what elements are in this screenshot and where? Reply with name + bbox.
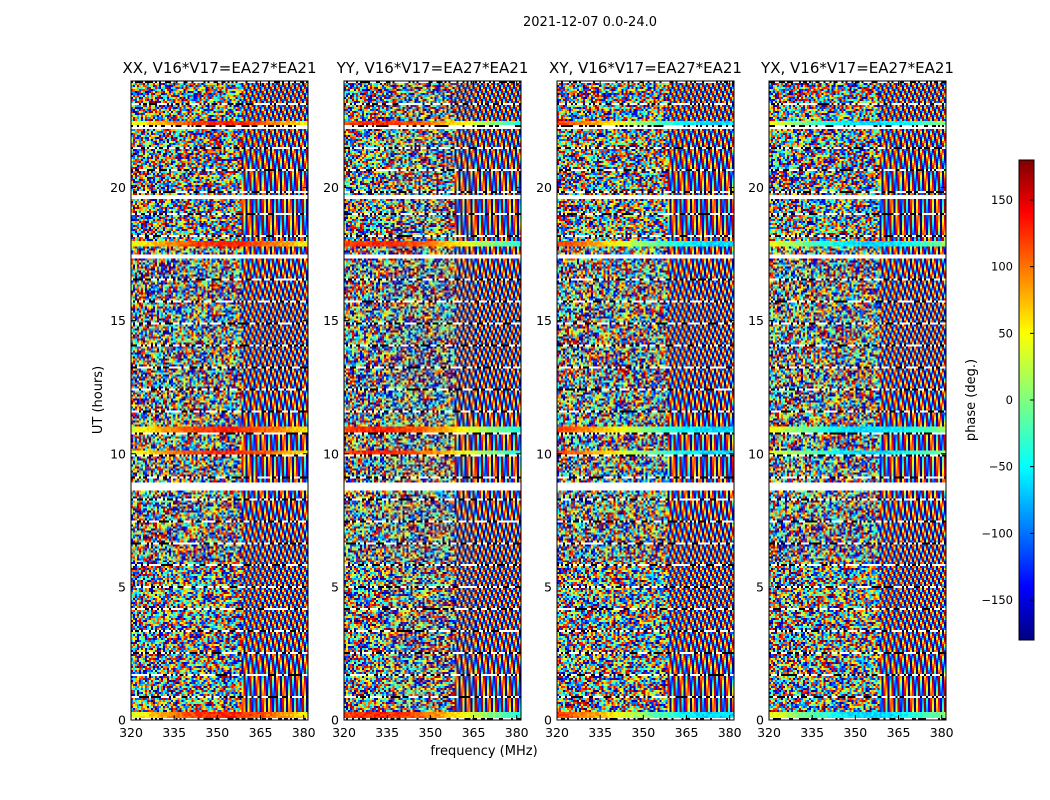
panel-xy: XY, V16*V17=EA27*EA21 320 335 350 365 380 0 5 10… (536, 59, 742, 740)
panels-group: XX, V16*V17=EA27*EA21 320 335 350 365 380 0 5 10… (110, 59, 954, 740)
x-tick-label: 380 (505, 725, 529, 740)
panel-frame (343, 80, 522, 721)
y-tick-label: 5 (118, 579, 126, 594)
panel-yy: YY, V16*V17=EA27*EA21 320 335 350 365 380 0 5 10… (323, 59, 529, 740)
panel-frame (130, 80, 309, 721)
phase-heatmap (344, 81, 521, 720)
x-tick-label: 335 (800, 725, 824, 740)
phase-heatmap (557, 81, 734, 720)
phase-heatmap (131, 81, 308, 720)
colorbar-tick-label: 100 (991, 260, 1013, 274)
y-tick-label: 5 (331, 579, 339, 594)
panel-yx: YX, V16*V17=EA27*EA21 320 335 350 365 380 0 5 10… (748, 59, 954, 740)
panel-title: XY, V16*V17=EA27*EA21 (549, 59, 742, 77)
colorbar-ticks: 150 100 50 0 −50 −100 −150 (981, 193, 1034, 607)
x-tick-label: 380 (718, 725, 742, 740)
y-tick-label: 0 (544, 713, 552, 728)
x-tick-label: 350 (205, 725, 229, 740)
y-tick-label: 20 (323, 180, 339, 195)
panel-title: YX, V16*V17=EA27*EA21 (760, 59, 954, 77)
colorbar-tick-label: 150 (991, 193, 1013, 207)
y-tick-label: 15 (536, 313, 552, 328)
x-tick-label: 350 (843, 725, 867, 740)
panel-title: XX, V16*V17=EA27*EA21 (122, 59, 316, 77)
phase-heatmap (769, 81, 946, 720)
x-tick-label: 320 (332, 725, 356, 740)
y-tick-label: 20 (110, 180, 126, 195)
x-tick-label: 320 (545, 725, 569, 740)
y-tick-label: 10 (110, 446, 126, 461)
y-axis-label: UT (hours) (91, 366, 106, 434)
x-tick-label: 335 (375, 725, 399, 740)
panel-frame (556, 80, 735, 721)
x-tick-label: 350 (418, 725, 442, 740)
x-tick-label: 365 (887, 725, 911, 740)
colorbar-tick-label: −50 (989, 460, 1013, 474)
y-tick-label: 5 (756, 579, 764, 594)
y-tick-label: 15 (748, 313, 764, 328)
y-tick-label: 20 (748, 180, 764, 195)
x-tick-label: 335 (162, 725, 186, 740)
figure-suptitle: 2021-12-07 0.0-24.0 (523, 15, 657, 30)
y-tick-label: 0 (331, 713, 339, 728)
panel-title: YY, V16*V17=EA27*EA21 (336, 59, 529, 77)
y-tick-label: 0 (756, 713, 764, 728)
y-tick-label: 5 (544, 579, 552, 594)
x-tick-label: 365 (675, 725, 699, 740)
y-tick-label: 0 (118, 713, 126, 728)
colorbar-tick-label: 50 (998, 326, 1013, 340)
x-tick-label: 335 (588, 725, 612, 740)
y-tick-label: 20 (536, 180, 552, 195)
y-tick-label: 15 (323, 313, 339, 328)
panel-frame (768, 80, 947, 721)
colorbar: 150 100 50 0 −50 −100 −150 phase (deg.) (964, 159, 1035, 641)
y-tick-label: 10 (748, 446, 764, 461)
colorbar-tick-label: −100 (981, 526, 1013, 540)
x-tick-label: 380 (930, 725, 954, 740)
x-tick-label: 365 (249, 725, 273, 740)
y-tick-label: 10 (536, 446, 552, 461)
x-tick-label: 320 (119, 725, 143, 740)
x-tick-label: 380 (292, 725, 316, 740)
y-tick-label: 15 (110, 313, 126, 328)
colorbar-tick-label: 0 (1006, 393, 1013, 407)
x-axis-label: frequency (MHz) (430, 744, 537, 759)
y-tick-label: 10 (323, 446, 339, 461)
x-tick-label: 320 (757, 725, 781, 740)
panel-xx: XX, V16*V17=EA27*EA21 320 335 350 365 380 0 5 10… (110, 59, 316, 740)
x-tick-label: 350 (631, 725, 655, 740)
colorbar-tick-label: −150 (981, 593, 1013, 607)
x-tick-label: 365 (462, 725, 486, 740)
colorbar-label: phase (deg.) (964, 359, 979, 441)
